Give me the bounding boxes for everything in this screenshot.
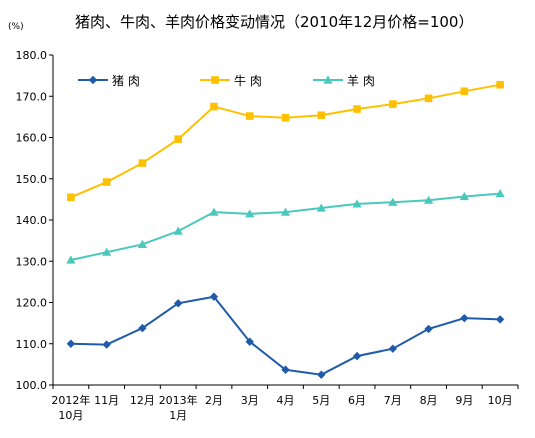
y-tick-label: 140.0 [16, 214, 48, 227]
legend-marker [211, 76, 219, 84]
data-point [388, 197, 398, 206]
x-tick-label: 4月 [277, 394, 295, 407]
data-point [316, 203, 326, 212]
data-point [352, 199, 362, 208]
data-point [245, 112, 254, 120]
data-point [388, 344, 398, 353]
y-axis-unit: (%) [8, 22, 24, 32]
legend-marker [323, 75, 333, 84]
x-tick-label: 7月 [384, 394, 402, 407]
data-point [102, 247, 112, 256]
x-tick-label: 10月 [488, 394, 513, 407]
data-point [460, 87, 469, 96]
legend-marker [88, 75, 98, 85]
data-point [137, 239, 148, 248]
chart-title: 猪肉、牛肉、羊肉价格变动情况（2010年12月价格=100） [75, 13, 473, 31]
x-tick-label: 9月 [455, 394, 473, 407]
data-point [102, 178, 111, 186]
data-point [138, 159, 147, 167]
x-tick-label: 2月 [205, 394, 223, 407]
legend-entry: 猪 肉 [78, 74, 140, 88]
legend: 猪 肉牛 肉羊 肉 [78, 73, 375, 88]
series-2 [66, 189, 505, 264]
x-tick-label: 5月 [312, 394, 330, 407]
y-tick-label: 120.0 [16, 297, 48, 310]
data-point [460, 313, 469, 323]
data-point [173, 299, 183, 308]
y-tick-label: 160.0 [16, 132, 48, 145]
y-tick-label: 150.0 [16, 173, 48, 186]
data-point [66, 255, 76, 264]
data-point [210, 102, 218, 111]
data-point [245, 209, 255, 218]
data-point [138, 323, 147, 333]
x-tick-label: 8月 [420, 394, 438, 407]
data-point [209, 292, 219, 301]
data-point [495, 189, 505, 198]
y-tick-label: 180.0 [16, 49, 48, 62]
data-point [280, 207, 291, 216]
data-point [67, 193, 75, 202]
y-tick-label: 170.0 [16, 90, 48, 103]
data-point [173, 226, 183, 235]
data-point [389, 100, 397, 108]
x-tick-label: 11月 [94, 394, 119, 407]
x-tick-label: 3月 [241, 394, 259, 407]
series-line [70, 192, 501, 261]
data-point [209, 207, 219, 216]
data-point [317, 370, 326, 379]
data-point [281, 365, 290, 374]
y-tick-label: 100.0 [16, 379, 48, 392]
legend-label: 猪 肉 [112, 74, 140, 88]
series-line [70, 295, 501, 376]
data-point [281, 113, 290, 122]
legend-entry: 羊 肉 [313, 73, 375, 88]
series-0 [66, 292, 505, 379]
data-point [353, 105, 361, 113]
series-line [70, 83, 501, 199]
data-point [423, 195, 434, 204]
y-tick-label: 130.0 [16, 255, 48, 268]
series-1 [67, 80, 504, 202]
data-point [174, 135, 182, 143]
data-point [245, 337, 254, 346]
data-point [352, 351, 362, 361]
x-tick-label: 2012年 10月 [51, 393, 90, 422]
axes: 100.0 110.0 120.0 130.0 140.0 150.0 160.0 170.0… [16, 49, 519, 422]
legend-label: 羊 肉 [347, 73, 375, 88]
data-point [66, 339, 76, 348]
data-point [102, 340, 111, 349]
y-tick-label: 110.0 [16, 338, 48, 351]
data-point [459, 191, 469, 201]
data-point [317, 111, 326, 120]
x-tick-label: 6月 [348, 394, 366, 407]
x-tick-label: 2013年 1月 [159, 393, 198, 422]
data-point [424, 94, 433, 103]
series-layer [66, 80, 505, 379]
data-point [495, 315, 505, 324]
legend-label: 牛 肉 [234, 73, 262, 88]
x-tick-label: 12月 [130, 394, 155, 407]
data-point [424, 324, 433, 334]
legend-entry: 牛 肉 [200, 73, 262, 88]
data-point [496, 80, 504, 89]
